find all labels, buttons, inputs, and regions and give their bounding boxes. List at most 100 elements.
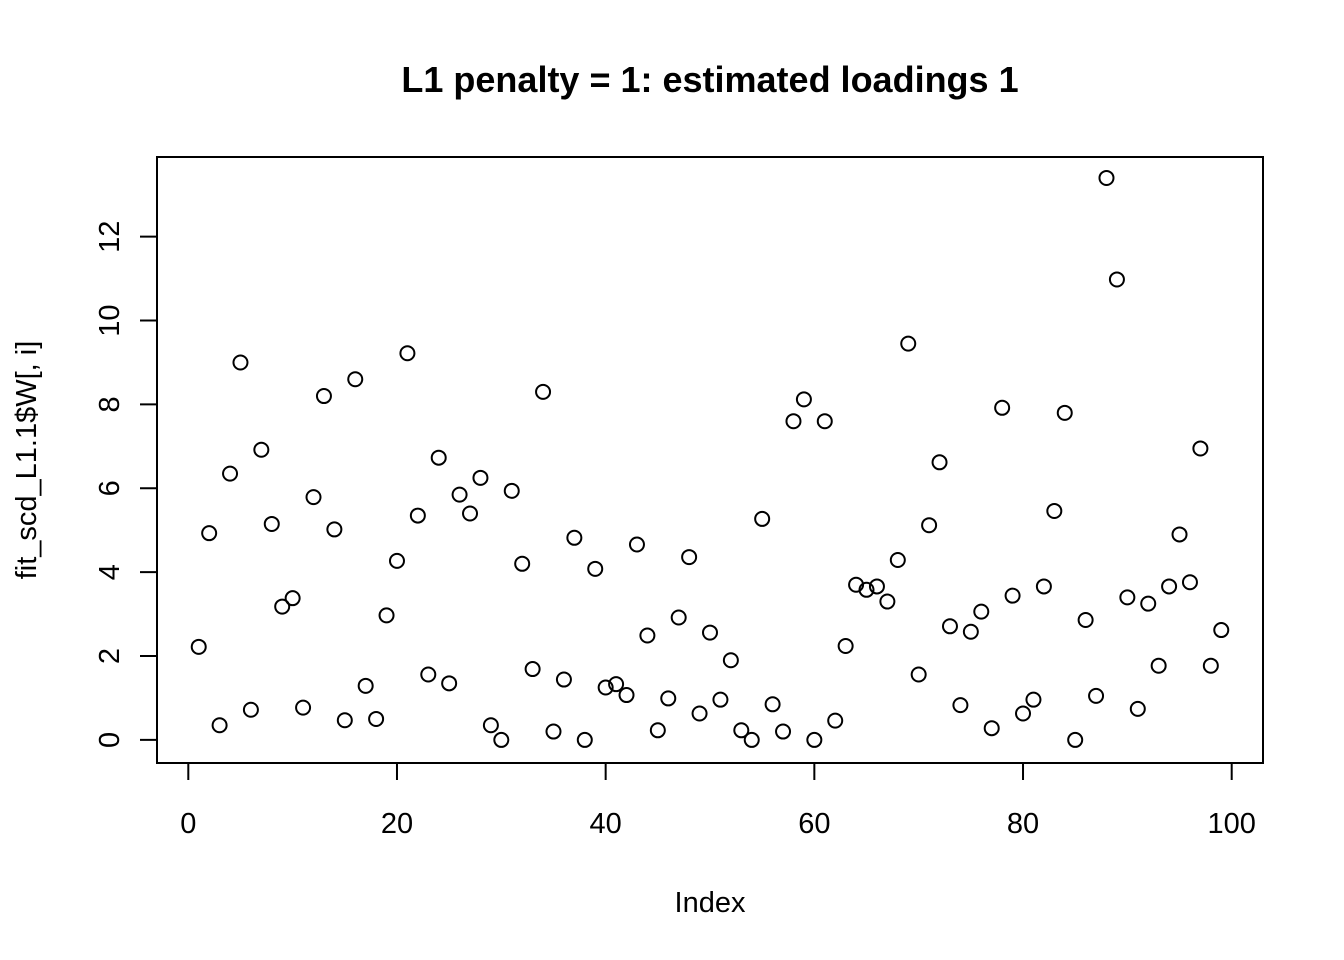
scatter-point	[608, 676, 625, 693]
scatter-point	[576, 731, 593, 748]
scatter-point	[775, 723, 792, 740]
plot-frame	[156, 156, 1264, 764]
scatter-point	[211, 717, 228, 734]
scatter-point	[931, 454, 948, 471]
scatter-point	[1181, 574, 1198, 591]
scatter-point	[555, 671, 572, 688]
scatter-point	[1015, 705, 1032, 722]
scatter-point	[357, 677, 374, 694]
scatter-point	[284, 590, 301, 607]
scatter-point	[702, 624, 718, 641]
scatter-point	[1098, 169, 1115, 186]
scatter-point	[649, 722, 666, 739]
scatter-point	[472, 469, 489, 486]
scatter-point	[952, 697, 969, 714]
scatter-point	[1140, 595, 1157, 612]
scatter-point	[305, 489, 322, 506]
scatter-point	[514, 555, 531, 572]
scatter-point	[628, 536, 645, 553]
scatter-point	[566, 529, 583, 546]
scatter-point	[1150, 657, 1167, 674]
scatter-point	[1171, 526, 1188, 543]
scatter-point	[691, 705, 708, 722]
scatter-point	[388, 552, 405, 569]
scatter-point	[399, 345, 416, 362]
scatter-point	[295, 699, 312, 716]
scatter-point	[535, 383, 552, 400]
scatter-point	[1202, 657, 1219, 674]
scatter-point	[1035, 578, 1052, 595]
x-tick-label: 20	[381, 808, 413, 840]
x-axis-label: Index	[675, 887, 746, 919]
scatter-point	[618, 687, 635, 704]
scatter-point	[368, 710, 385, 727]
scatter-point	[503, 482, 520, 499]
scatter-point	[994, 399, 1011, 416]
scatter-point	[1004, 587, 1021, 604]
x-tick-label: 100	[1208, 808, 1256, 840]
scatter-point	[639, 627, 656, 644]
scatter-point	[462, 505, 479, 522]
scatter-point	[524, 661, 541, 678]
scatter-point	[764, 696, 781, 713]
scatter-point	[1077, 611, 1094, 628]
scatter-point	[587, 560, 604, 577]
scatter-point	[1213, 622, 1230, 639]
scatter-point	[378, 607, 395, 624]
scatter-point	[190, 638, 207, 655]
y-tick-label: 0	[94, 732, 126, 748]
x-tick-label: 0	[180, 808, 196, 840]
scatter-point	[743, 731, 760, 748]
y-tick-label: 12	[94, 221, 126, 253]
scatter-point	[1119, 589, 1136, 606]
y-tick-label: 6	[94, 480, 126, 496]
y-tick-label: 4	[94, 564, 126, 580]
scatter-point	[232, 354, 249, 371]
scatter-point	[879, 593, 896, 610]
scatter-point	[493, 731, 510, 748]
scatter-point	[1067, 731, 1084, 748]
y-tick-label: 8	[94, 396, 126, 412]
scatter-point	[868, 578, 885, 595]
scatter-point	[910, 666, 927, 683]
scatter-point	[274, 598, 291, 615]
scatter-point	[201, 525, 218, 542]
scatter-point	[1046, 502, 1063, 519]
scatter-point	[430, 449, 447, 466]
x-axis-ticks: 0 20 40 60 80 100	[180, 763, 1256, 840]
scatter-point	[441, 675, 458, 692]
scatter-point	[315, 388, 332, 405]
y-tick-label: 2	[94, 648, 126, 664]
scatter-point	[222, 465, 239, 482]
scatter-point	[795, 391, 812, 408]
x-tick-label: 60	[798, 808, 830, 840]
scatter-point	[1088, 687, 1105, 704]
scatter-point	[1129, 700, 1146, 717]
scatter-point	[326, 521, 343, 538]
scatter-point	[816, 413, 833, 430]
scatter-point	[660, 690, 677, 707]
scatter-point	[900, 335, 917, 352]
scatter-point	[722, 652, 739, 669]
scatter-point	[827, 712, 844, 729]
scatter-point	[962, 623, 979, 640]
scatter-point	[754, 510, 771, 527]
scatter-point	[420, 666, 437, 683]
scatter-point	[983, 720, 1000, 737]
scatter-point	[263, 515, 280, 532]
y-axis-ticks: 0 2 4 6 8 10 12	[94, 221, 157, 748]
scatter-point	[336, 712, 353, 729]
scatter-point	[347, 371, 364, 388]
scatter-point	[597, 679, 614, 696]
scatter-point	[889, 552, 906, 569]
y-axis-label: fit_scd_L1.1$W[, i]	[11, 341, 43, 580]
chart-title: L1 penalty = 1: estimated loadings 1	[401, 59, 1018, 100]
x-tick-label: 40	[590, 808, 622, 840]
scatter-point	[785, 413, 802, 430]
scatter-point	[242, 701, 259, 718]
scatter-point	[733, 722, 750, 739]
scatter-point	[858, 581, 875, 598]
scatter-point	[681, 549, 698, 566]
scatter-point	[837, 637, 854, 654]
